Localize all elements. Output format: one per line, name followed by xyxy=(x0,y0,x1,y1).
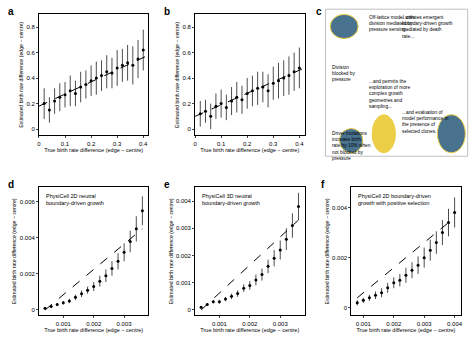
svg-text:0.2: 0.2 xyxy=(87,141,96,147)
svg-text:0.003: 0.003 xyxy=(273,321,289,327)
svg-text:0.3: 0.3 xyxy=(113,141,122,147)
svg-text:0.004: 0.004 xyxy=(332,205,348,211)
svg-text:0.6: 0.6 xyxy=(183,50,192,56)
svg-text:0.8: 0.8 xyxy=(27,24,36,30)
svg-text:Estimated birth rate differenc: Estimated birth rate difference (edge − … xyxy=(174,22,180,128)
svg-text:PhysiCell 3D neutralboundary-d: PhysiCell 3D neutralboundary-driven grow… xyxy=(202,193,260,206)
svg-text:0.003: 0.003 xyxy=(417,321,433,327)
svg-text:0.002: 0.002 xyxy=(386,321,402,327)
svg-text:0.002: 0.002 xyxy=(20,271,36,277)
svg-text:True birth rate difference (ed: True birth rate difference (edge − centr… xyxy=(200,147,299,153)
svg-text:0.003: 0.003 xyxy=(117,321,133,327)
svg-text:0.006: 0.006 xyxy=(20,199,36,205)
svg-text:True birth rate difference (ed: True birth rate difference (edge − centr… xyxy=(44,147,143,153)
svg-text:f: f xyxy=(321,179,325,190)
svg-text:0.3: 0.3 xyxy=(269,141,278,147)
svg-text:0: 0 xyxy=(344,305,348,311)
svg-text:0.001: 0.001 xyxy=(56,321,72,327)
svg-text:True birth rate difference (ed: True birth rate difference (edge − centr… xyxy=(200,327,299,333)
svg-text:0: 0 xyxy=(188,126,192,132)
svg-text:0: 0 xyxy=(37,141,41,147)
svg-text:0.4: 0.4 xyxy=(295,141,304,147)
svg-text:Off-lattice model withdivision: Off-lattice model withdivision mediated … xyxy=(369,15,414,32)
svg-text:Divisionblocked bypressure: Divisionblocked bypressure xyxy=(332,65,356,82)
svg-text:True birth rate difference (ed: True birth rate difference (edge − centr… xyxy=(44,327,143,333)
svg-text:0: 0 xyxy=(188,307,192,313)
svg-text:0.8: 0.8 xyxy=(183,24,192,30)
svg-text:...and permits theexploration: ...and permits theexploration of morecom… xyxy=(369,79,410,109)
svg-text:0.2: 0.2 xyxy=(183,101,192,107)
svg-text:0.1: 0.1 xyxy=(61,141,70,147)
svg-text:Estimated birth rate differenc: Estimated birth rate difference (edge − … xyxy=(12,198,18,304)
svg-text:0.4: 0.4 xyxy=(27,75,36,81)
svg-text:0.2: 0.2 xyxy=(27,101,36,107)
svg-text:0.001: 0.001 xyxy=(212,321,228,327)
svg-text:a: a xyxy=(8,6,14,17)
svg-text:...and evaluation ofmodel perf: ...and evaluation ofmodel performance in… xyxy=(402,110,449,134)
svg-text:Estimated birth rate differenc: Estimated birth rate difference (edge − … xyxy=(18,22,24,128)
svg-text:...creates emergentboundary-dr: ...creates emergentboundary-driven growt… xyxy=(402,15,453,39)
svg-text:PhysiCell 2D boundary-drivengr: PhysiCell 2D boundary-drivengrowth with … xyxy=(358,193,431,206)
svg-text:0.1: 0.1 xyxy=(217,141,226,147)
svg-text:0.004: 0.004 xyxy=(447,321,463,327)
svg-text:0.002: 0.002 xyxy=(242,321,258,327)
svg-text:0.4: 0.4 xyxy=(139,141,148,147)
svg-text:Estimated birth rate differenc: Estimated birth rate difference (edge − … xyxy=(324,198,330,304)
svg-text:0.4: 0.4 xyxy=(183,75,192,81)
svg-text:Driver mutationsincrease birth: Driver mutationsincrease birthrate by 10… xyxy=(332,131,371,161)
svg-text:0.001: 0.001 xyxy=(176,280,192,286)
svg-text:PhysiCell 2D neutralboundary-d: PhysiCell 2D neutralboundary-driven grow… xyxy=(46,193,104,206)
svg-text:0.002: 0.002 xyxy=(176,253,192,259)
svg-text:0.002: 0.002 xyxy=(86,321,102,327)
svg-text:0.2: 0.2 xyxy=(243,141,252,147)
svg-text:0.6: 0.6 xyxy=(27,50,36,56)
svg-text:0.002: 0.002 xyxy=(332,255,348,261)
svg-text:b: b xyxy=(164,6,170,17)
svg-text:True birth rate difference (ed: True birth rate difference (edge − centr… xyxy=(356,327,455,333)
svg-text:0.004: 0.004 xyxy=(20,235,36,241)
svg-text:0.001: 0.001 xyxy=(356,321,372,327)
svg-text:e: e xyxy=(164,179,170,190)
svg-text:0.004: 0.004 xyxy=(176,198,192,204)
svg-text:Estimated birth rate differenc: Estimated birth rate difference (edge − … xyxy=(168,198,174,304)
svg-text:0: 0 xyxy=(193,141,197,147)
svg-text:0.003: 0.003 xyxy=(176,225,192,231)
svg-text:c: c xyxy=(316,6,322,17)
svg-text:0: 0 xyxy=(32,126,36,132)
svg-text:d: d xyxy=(8,179,14,190)
svg-text:0: 0 xyxy=(32,307,36,313)
